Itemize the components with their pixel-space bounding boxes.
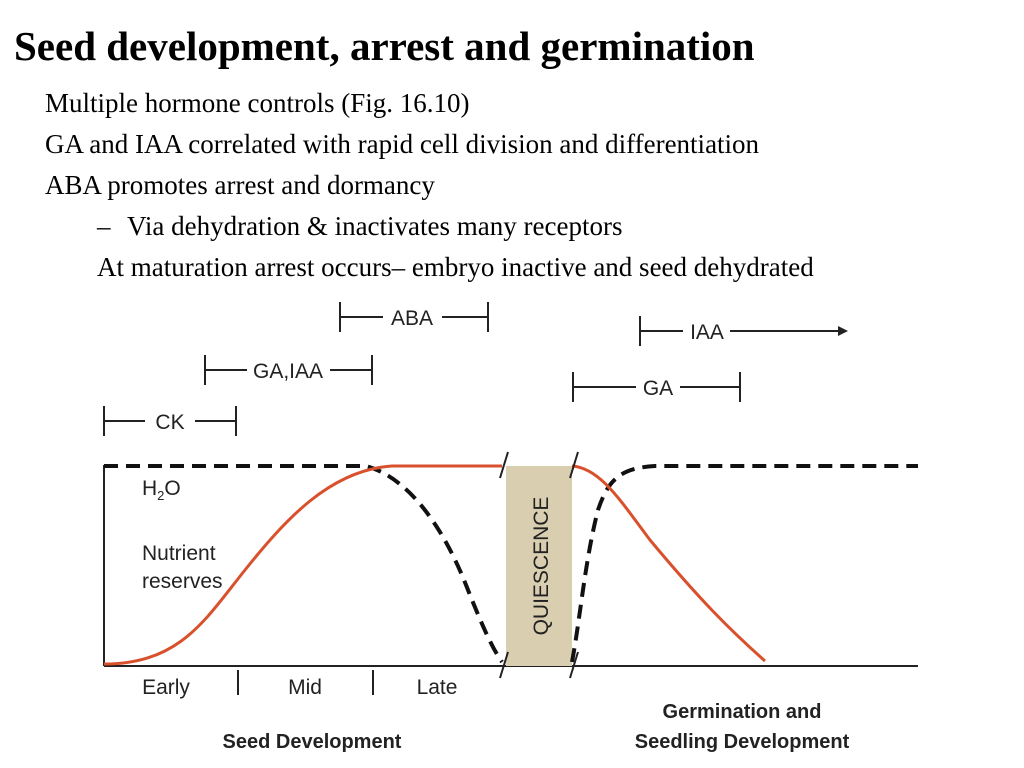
iaa-label: IAA	[690, 321, 724, 344]
sub-bullet-dehydration: – Via dehydration & inactivates many rece…	[97, 213, 622, 240]
bullet-hormone-controls: Multiple hormone controls (Fig. 16.10)	[45, 88, 470, 118]
stage-label-early: Early	[142, 676, 190, 699]
nutrient-curve	[103, 464, 766, 666]
quiescence-label: QUIESCENCE	[530, 497, 553, 636]
water-label-h: H	[142, 477, 157, 500]
sub-bullet-dehydration-text: Via dehydration & inactivates many recep…	[127, 211, 623, 241]
ga-iaa-label: GA,IAA	[253, 360, 323, 383]
aba-label: ABA	[391, 307, 433, 330]
stage-label-mid: Mid	[288, 676, 322, 699]
nutrient-label-line2: reserves	[142, 570, 223, 593]
phase-label-germination-line1: Germination and	[663, 701, 822, 723]
phase-label-seed-development: Seed Development	[223, 731, 402, 753]
ck-label: CK	[155, 411, 184, 434]
sub-bullet-marker: –	[97, 211, 111, 241]
bullet-aba: ABA promotes arrest and dormancy	[45, 170, 435, 200]
ga-range-bar	[572, 372, 741, 402]
ga-label: GA	[643, 377, 673, 400]
ga-iaa-range-bar	[204, 355, 373, 385]
iaa-arrow	[639, 316, 848, 346]
bullet-ga-iaa: GA and IAA correlated with rapid cell di…	[45, 129, 760, 159]
slide-title: Seed development, arrest and germination	[14, 23, 755, 69]
quiescence-band	[506, 466, 572, 666]
water-curve	[104, 464, 918, 664]
axis-break-marks	[499, 451, 579, 679]
aba-range-bar	[339, 302, 489, 332]
water-label-o: O	[164, 477, 180, 500]
ck-range-bar	[103, 406, 237, 436]
water-label: H2O	[142, 477, 181, 503]
water-label-subscript: 2	[157, 488, 164, 503]
phase-label-germination-line2: Seedling Development	[635, 731, 850, 753]
sub-bullet-maturation: At maturation arrest occurs– embryo inac…	[97, 252, 814, 282]
stage-label-late: Late	[417, 676, 458, 699]
nutrient-label-line1: Nutrient	[142, 542, 216, 565]
